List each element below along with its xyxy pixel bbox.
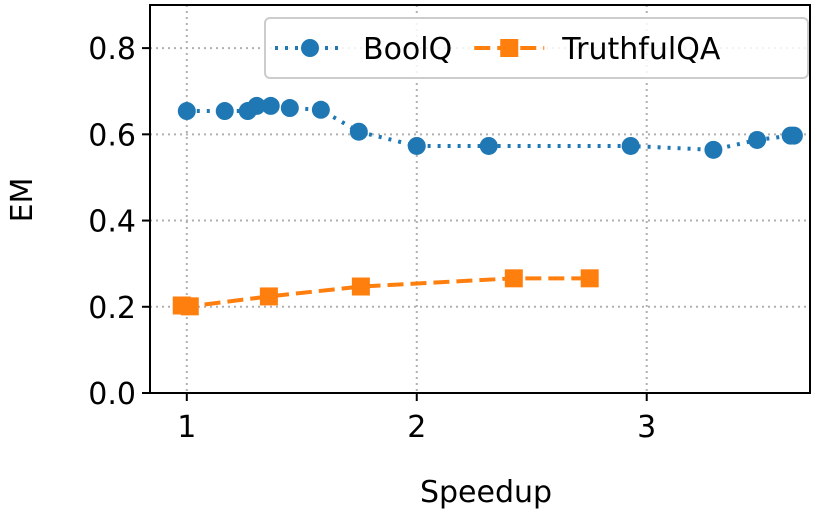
series-line: [181, 276, 590, 309]
marker: [704, 140, 723, 159]
legend-marker: [301, 39, 319, 57]
y-tick-label: 0.6: [88, 118, 136, 153]
marker: [504, 269, 523, 288]
marker: [621, 136, 640, 155]
y-tick-label: 0.2: [88, 291, 136, 326]
legend-marker: [500, 39, 519, 57]
legend-box: [264, 17, 809, 79]
marker: [177, 102, 196, 121]
marker: [311, 100, 330, 119]
plot-frame: [149, 4, 811, 394]
legend-label: BoolQ: [363, 32, 452, 67]
y-tick-label: 0.4: [88, 205, 136, 240]
marker: [349, 122, 368, 141]
y-axis-label: EM: [5, 178, 40, 223]
y-tick-label: 0.0: [88, 377, 136, 412]
marker: [479, 136, 498, 155]
marker: [580, 269, 599, 288]
legend: BoolQ TruthfulQA: [264, 17, 809, 79]
marker: [351, 277, 370, 296]
marker: [180, 297, 199, 316]
x-axis-label: Speedup: [420, 475, 552, 510]
marker: [247, 96, 266, 115]
legend-label: TruthfulQA: [561, 32, 721, 67]
marker: [280, 99, 299, 118]
marker: [261, 96, 280, 115]
y-tick-label: 0.8: [88, 32, 136, 67]
marker: [748, 130, 767, 149]
x-tick-label: 2: [407, 410, 426, 445]
marker: [215, 102, 234, 121]
marker: [784, 126, 803, 145]
x-tick-label: 3: [637, 410, 656, 445]
x-tick-label: 1: [177, 410, 196, 445]
marker: [259, 287, 278, 306]
marker: [407, 136, 426, 155]
